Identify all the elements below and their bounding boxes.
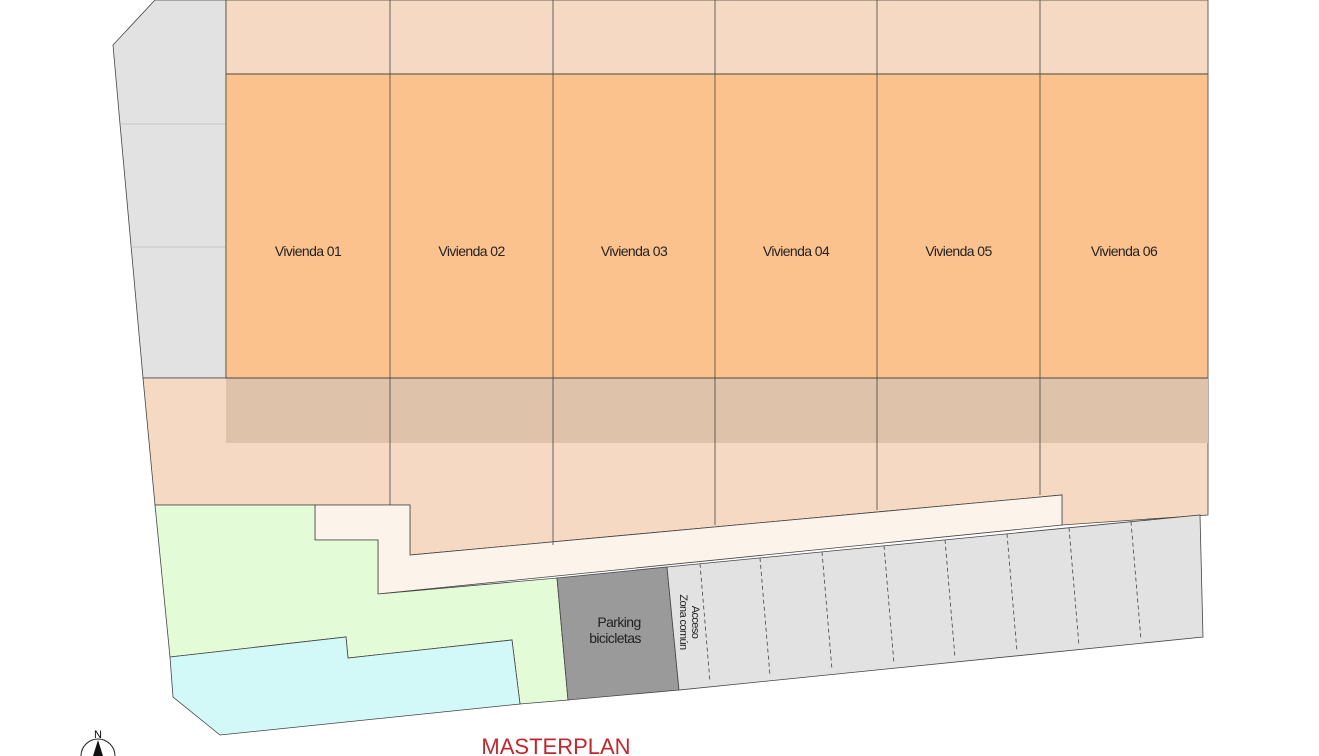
vivienda-label: Vivienda 03 xyxy=(601,243,668,259)
north-arrow-icon: N xyxy=(80,729,116,756)
parking-space-divider xyxy=(1130,521,1142,640)
acceso-label-2: Zona común xyxy=(677,594,689,650)
parking-space-divider xyxy=(883,545,895,664)
parking-space-divider xyxy=(821,551,833,670)
masterplan-title: MASTERPLAN xyxy=(481,734,630,756)
parking-space-divider xyxy=(1006,533,1018,652)
parking-space-divider xyxy=(759,557,771,676)
parking-label-2: bicicletas xyxy=(589,630,641,646)
vivienda-label: Vivienda 04 xyxy=(763,243,830,259)
street-parking xyxy=(666,514,1204,691)
vivienda-label: Vivienda 01 xyxy=(275,243,342,259)
vivienda-label: Vivienda 06 xyxy=(1091,243,1158,259)
pool xyxy=(169,636,521,736)
parking-label-1: Parking xyxy=(597,614,640,630)
parking-space-divider xyxy=(699,563,711,682)
vivienda-label: Vivienda 02 xyxy=(438,243,505,259)
acceso-label-1: Acceso xyxy=(689,606,701,639)
vivienda-label: Vivienda 05 xyxy=(925,243,992,259)
parking-space-divider xyxy=(1068,527,1080,646)
top-patio-row xyxy=(225,0,1209,75)
vivienda-block xyxy=(225,73,1209,379)
svg-text:N: N xyxy=(94,729,102,741)
parking-space-divider xyxy=(944,539,956,658)
left-gray-strip xyxy=(112,0,227,379)
porch-band xyxy=(226,378,1208,443)
